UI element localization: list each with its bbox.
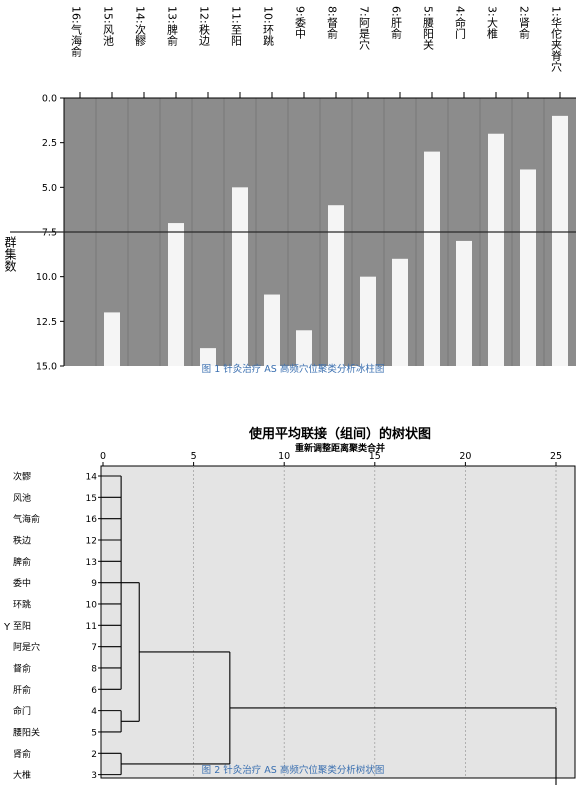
icicle-x-label: 3:大椎 xyxy=(486,6,499,39)
dendrogram-leaf-name: 委中 xyxy=(13,577,31,589)
dendrogram-title: 使用平均联接（组间）的树状图 xyxy=(248,426,431,442)
icicle-gap-bar xyxy=(200,348,216,366)
dendrogram-leaf-id: 11 xyxy=(86,622,97,632)
icicle-x-label: 1:华佗夹脊穴 xyxy=(550,6,563,72)
icicle-x-label: 6:肝俞 xyxy=(390,6,403,39)
dendrogram-x-tick-label: 5 xyxy=(191,451,197,462)
icicle-y-ticks: 0.0 2.5 5.0 7.5 10.0 12.5 15.0 xyxy=(36,94,64,373)
dendrogram-caption: 图 2 针灸治疗 AS 高频穴位聚类分析树状图 xyxy=(202,764,385,776)
dendrogram-leaf-name: 环跳 xyxy=(13,598,31,610)
dendrogram-leaf-id: 16 xyxy=(86,515,98,525)
dendrogram-leaf-name: 脾俞 xyxy=(13,556,31,568)
icicle-columns xyxy=(104,115,568,366)
icicle-x-label: 7:阿是穴 xyxy=(358,6,371,50)
icicle-y-tick-label: 0.0 xyxy=(42,94,57,105)
icicle-y-axis-title: 群集数 xyxy=(3,236,17,273)
icicle-gap-bar xyxy=(104,312,120,366)
icicle-gap-bar xyxy=(520,169,536,366)
dendrogram-leaf-id: 7 xyxy=(91,643,97,653)
icicle-x-label: 2:肾俞 xyxy=(518,6,531,39)
icicle-gap-bar xyxy=(168,223,184,366)
icicle-x-label: 5:腰阳关 xyxy=(422,6,435,50)
icicle-y-tick-label: 5.0 xyxy=(42,183,57,194)
dendrogram-leaf-name: 风池 xyxy=(13,492,31,504)
icicle-y-tick-label: 10.0 xyxy=(36,272,57,283)
dendrogram-leaf-name: 肝俞 xyxy=(13,684,31,696)
dendrogram-x-ticks: 0 5 10 15 20 25 xyxy=(100,451,562,466)
icicle-y-tick-label: 12.5 xyxy=(36,317,57,328)
icicle-x-label: 8:督俞 xyxy=(326,6,339,39)
dendrogram-leaf-id: 15 xyxy=(86,494,97,504)
icicle-gap-bar xyxy=(456,240,472,366)
icicle-gap-bar xyxy=(232,187,248,366)
dendrogram-leaf-id: 12 xyxy=(86,536,97,546)
dendrogram-leaf-name: 阿是穴 xyxy=(13,641,40,653)
icicle-x-label: 11:至阳 xyxy=(230,6,243,46)
dendrogram-leaf-id: 6 xyxy=(91,686,97,696)
dendrogram-leaf-name: 督俞 xyxy=(13,662,31,674)
dendrogram-leaf-name: 肾俞 xyxy=(13,748,31,760)
icicle-gap-bar xyxy=(488,133,504,366)
dendrogram-subtitle: 重新调整距离聚类合并 xyxy=(295,442,385,454)
dendrogram-x-tick-label: 25 xyxy=(550,451,562,462)
icicle-gap-bar xyxy=(360,276,376,366)
icicle-x-label: 4:命门 xyxy=(454,6,467,39)
dendrogram-leaf-id: 5 xyxy=(91,728,97,738)
dendrogram-leaf-id: 9 xyxy=(91,579,97,589)
icicle-y-tick-label: 7.5 xyxy=(42,228,57,239)
icicle-gap-bar xyxy=(552,115,568,366)
icicle-gap-bar xyxy=(296,330,312,366)
dendrogram-leaf-id: 8 xyxy=(91,664,97,674)
icicle-chart: 0.0 2.5 5.0 7.5 10.0 12.5 15.0 16:气海俞 15:风池 14:次… xyxy=(3,6,576,375)
dendrogram-leaf-id: 3 xyxy=(91,771,97,781)
dendrogram-y-axis-title: Y xyxy=(3,622,11,633)
icicle-x-label: 14:次髎 xyxy=(134,6,147,46)
dendrogram-x-tick-label: 0 xyxy=(100,451,106,462)
dendrogram-leaf-name: 命门 xyxy=(13,705,31,717)
dendrogram-leaf-name: 至阳 xyxy=(13,621,31,632)
icicle-gap-bar xyxy=(328,205,344,366)
dendrogram-x-tick-label: 15 xyxy=(369,451,381,462)
icicle-y-tick-label: 2.5 xyxy=(42,138,57,149)
dendrogram-leaf-id: 4 xyxy=(91,707,97,717)
icicle-x-label: 10:环跳 xyxy=(262,6,275,46)
icicle-caption: 图 1 针灸治疗 AS 高频穴位聚类分析冰柱图 xyxy=(202,363,385,375)
icicle-x-label: 13:脾俞 xyxy=(166,6,179,46)
icicle-x-label: 9:委中 xyxy=(294,6,307,39)
dendrogram-plot-area xyxy=(100,465,576,779)
dendrogram-chart: 使用平均联接（组间）的树状图 重新调整距离聚类合并 0 5 10 15 20 25 次髎 1… xyxy=(3,426,576,785)
icicle-x-ticks xyxy=(79,92,561,98)
icicle-x-label: 12:秩边 xyxy=(198,6,211,46)
icicle-gap-bar xyxy=(392,258,408,366)
dendrogram-leaf-id: 13 xyxy=(86,558,97,568)
dendrogram-x-tick-label: 20 xyxy=(459,451,471,462)
dendrogram-leaf-name: 秩边 xyxy=(13,535,31,546)
icicle-y-tick-label: 15.0 xyxy=(36,362,57,373)
icicle-gap-bar xyxy=(264,294,280,366)
dendrogram-leaf-id: 2 xyxy=(91,750,97,760)
dendrogram-links xyxy=(101,475,557,785)
dendrogram-leaf-name: 次髎 xyxy=(13,471,31,483)
icicle-x-label: 15:风池 xyxy=(102,6,115,46)
icicle-gap-bar xyxy=(424,151,440,366)
dendrogram-leaf-name: 气海俞 xyxy=(13,513,40,525)
dendrogram-x-tick-label: 10 xyxy=(278,451,290,462)
dendrogram-leaf-name: 大椎 xyxy=(13,769,31,781)
dendrogram-leaf-id: 10 xyxy=(86,600,98,610)
icicle-x-labels: 16:气海俞 15:风池 14:次髎 13:脾俞 12:秩边 11:至阳 10:环跳 9:委中… xyxy=(70,6,563,72)
dendrogram-leaf-name: 腰阳关 xyxy=(13,726,40,738)
dendrogram-leaf-id: 14 xyxy=(86,473,98,483)
dendrogram-leaf-labels: 次髎 14 风池 15 气海俞 16 秩边 12 脾俞 13 委中 9 环跳 10 至阳 11 阿是穴 7 督俞 8 肝… xyxy=(13,471,101,781)
icicle-x-label: 16:气海俞 xyxy=(70,6,83,57)
